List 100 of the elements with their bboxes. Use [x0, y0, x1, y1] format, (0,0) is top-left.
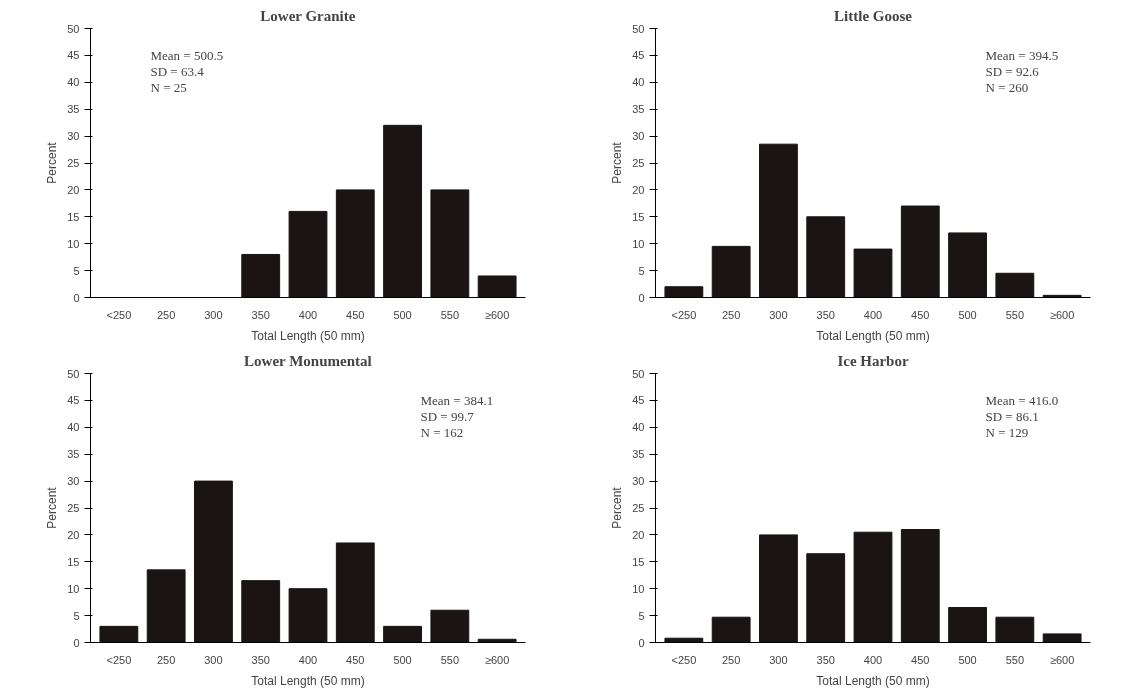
chart-title: Ice Harbor [837, 352, 909, 369]
chart-title: Little Goose [834, 7, 913, 24]
y-tick-label: 30 [632, 475, 645, 488]
x-tick-label: 350 [816, 653, 835, 666]
y-tick-label: 35 [632, 448, 645, 461]
y-tick-label: 15 [632, 210, 645, 223]
annotation: N = 25 [150, 79, 187, 95]
x-tick-label: 250 [156, 653, 176, 666]
annotation: Mean = 384.1 [420, 392, 494, 408]
annotation: Mean = 394.5 [985, 47, 1059, 63]
y-tick-label: 45 [632, 394, 645, 407]
y-tick-label: 25 [632, 157, 645, 169]
x-tick-label: 250 [156, 308, 176, 321]
y-tick-label: 10 [632, 582, 645, 595]
x-tick-label: 250 [721, 308, 741, 321]
x-tick-label: 550 [440, 308, 460, 321]
annotation: Mean = 500.5 [150, 47, 224, 63]
y-tick-label: 20 [67, 183, 80, 196]
y-tick-label: 25 [67, 502, 80, 514]
y-tick-label: 0 [73, 291, 80, 304]
annotation: SD = 86.1 [985, 408, 1039, 424]
y-tick-label: 50 [632, 22, 645, 35]
y-axis-title: Percent [610, 141, 625, 184]
y-tick-label: 0 [638, 636, 645, 649]
x-tick-label: 500 [393, 308, 412, 321]
x-tick-label: 450 [346, 308, 365, 321]
annotation: SD = 92.6 [985, 63, 1040, 79]
y-tick-label: 40 [632, 421, 645, 434]
x-axis-title: Total Length (50 mm) [816, 673, 930, 688]
x-tick-label: 350 [251, 653, 270, 666]
x-tick-label: 400 [298, 308, 318, 321]
y-tick-label: 15 [67, 210, 80, 223]
y-tick-label: 15 [67, 555, 80, 568]
annotation: SD = 99.7 [420, 408, 475, 424]
y-axis-title: Percent [610, 486, 625, 529]
x-tick-label: 400 [863, 308, 883, 321]
y-tick-label: 5 [73, 264, 80, 277]
y-tick-label: 20 [67, 528, 80, 541]
x-tick-label: 450 [346, 653, 365, 666]
x-tick-label: 400 [863, 653, 883, 666]
x-tick-label: <250 [671, 308, 697, 321]
x-tick-label: 550 [440, 653, 460, 666]
x-tick-label: <250 [106, 308, 132, 321]
y-tick-label: 45 [632, 49, 645, 62]
annotation: N = 129 [985, 424, 1029, 440]
x-tick-label: ≥600 [1049, 308, 1075, 321]
chart-title: Lower Granite [260, 7, 356, 24]
x-tick-label: ≥600 [484, 653, 510, 666]
y-tick-label: 20 [632, 528, 645, 541]
x-tick-label: 300 [769, 308, 788, 321]
x-tick-label: <250 [671, 653, 697, 666]
x-axis-title: Total Length (50 mm) [816, 328, 930, 343]
y-tick-label: 10 [632, 237, 645, 250]
y-tick-label: 45 [67, 49, 80, 62]
y-axis-title: Percent [45, 486, 60, 529]
y-tick-label: 5 [73, 609, 80, 622]
y-tick-label: 5 [638, 264, 645, 277]
y-tick-label: 40 [632, 76, 645, 89]
y-tick-label: 20 [632, 183, 645, 196]
y-tick-label: 25 [67, 157, 80, 169]
y-tick-label: 30 [632, 130, 645, 143]
x-tick-label: 450 [911, 653, 930, 666]
x-tick-label: 550 [1005, 653, 1025, 666]
x-tick-label: ≥600 [484, 308, 510, 321]
x-tick-label: 300 [769, 653, 788, 666]
y-tick-label: 45 [67, 394, 80, 407]
x-tick-label: 550 [1005, 308, 1025, 321]
y-tick-label: 30 [67, 475, 80, 488]
x-axis-title: Total Length (50 mm) [251, 673, 365, 688]
annotation: Mean = 416.0 [985, 392, 1059, 408]
x-tick-label: 250 [721, 653, 741, 666]
chart-title: Lower Monumental [244, 352, 372, 369]
y-tick-label: 0 [638, 291, 645, 304]
y-tick-label: 5 [638, 609, 645, 622]
x-axis-title: Total Length (50 mm) [251, 328, 365, 343]
annotation: N = 260 [985, 79, 1029, 95]
y-tick-label: 10 [67, 582, 80, 595]
y-tick-label: 35 [632, 103, 645, 116]
annotation: SD = 63.4 [150, 63, 205, 79]
x-tick-label: 450 [911, 308, 930, 321]
x-tick-label: 400 [298, 653, 318, 666]
y-tick-label: 15 [632, 555, 645, 568]
y-tick-label: 50 [67, 367, 80, 380]
x-tick-label: 500 [393, 653, 412, 666]
x-tick-label: 350 [816, 308, 835, 321]
x-tick-label: 500 [958, 308, 977, 321]
x-tick-label: 300 [204, 308, 223, 321]
y-axis-title: Percent [45, 141, 60, 184]
x-tick-label: <250 [106, 653, 132, 666]
y-tick-label: 35 [67, 103, 80, 116]
x-tick-label: ≥600 [1049, 653, 1075, 666]
y-tick-label: 50 [632, 367, 645, 380]
y-tick-label: 40 [67, 76, 80, 89]
x-tick-label: 500 [958, 653, 977, 666]
y-tick-label: 40 [67, 421, 80, 434]
y-tick-label: 25 [632, 502, 645, 514]
x-tick-label: 350 [251, 308, 270, 321]
annotation: N = 162 [420, 424, 464, 440]
x-tick-label: 300 [204, 653, 223, 666]
y-tick-label: 0 [73, 636, 80, 649]
